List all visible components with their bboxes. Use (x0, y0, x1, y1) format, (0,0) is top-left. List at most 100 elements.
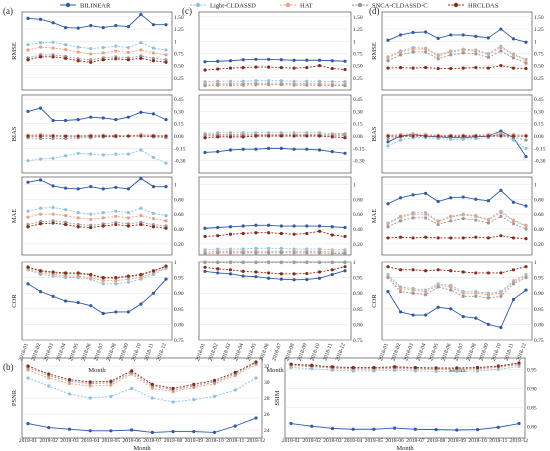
data-point (76, 26, 80, 30)
plot-frame (284, 357, 526, 439)
data-point (64, 118, 68, 123)
data-point (241, 135, 245, 139)
data-point (241, 224, 245, 228)
series-light-cldassd (386, 272, 528, 295)
x-axis-label: Month (396, 445, 414, 451)
data-point (51, 205, 55, 210)
legend-entry-hat: HAT (280, 3, 313, 10)
data-point (101, 45, 105, 50)
series-line (387, 277, 527, 299)
data-point (76, 222, 80, 227)
data-point (343, 234, 347, 239)
data-point (455, 366, 459, 370)
y-tick-label: 1.25 (353, 27, 363, 33)
data-point (398, 290, 403, 294)
data-point (38, 219, 43, 224)
x-tick-label: 2018-07 (143, 438, 162, 444)
data-point (254, 260, 258, 264)
data-point (330, 135, 334, 139)
series-hat (386, 211, 528, 228)
data-point (279, 65, 283, 70)
data-point (51, 156, 55, 160)
series-line (27, 267, 167, 282)
data-point (101, 58, 105, 62)
data-point (241, 65, 245, 70)
data-point (517, 361, 521, 365)
data-point (76, 50, 80, 54)
y-tick-label: 0.75 (174, 51, 184, 57)
panel-letter-b: (b) (3, 362, 14, 372)
series-line (387, 210, 527, 226)
data-point (216, 59, 220, 63)
x-tick-label: 2018-07 (93, 342, 105, 362)
data-point (486, 66, 490, 70)
data-point (351, 365, 355, 370)
data-point (474, 214, 478, 218)
y-axis-label: COR (11, 294, 18, 308)
data-point (436, 236, 440, 240)
y-tick-label: 0.25 (534, 76, 544, 82)
data-point (76, 151, 80, 155)
series-bilinear (386, 129, 528, 159)
y-tick-label: 0.20 (174, 242, 184, 248)
data-point (64, 208, 68, 212)
data-point (424, 290, 428, 294)
legend-marker (65, 2, 71, 8)
x-tick-label: 2018-06 (259, 342, 271, 362)
data-point (267, 146, 271, 150)
data-point (212, 394, 217, 398)
data-point (51, 134, 55, 138)
data-point (486, 52, 490, 57)
y-tick-label: 1.50 (174, 15, 184, 21)
data-point (139, 222, 143, 227)
data-point (101, 222, 105, 226)
legend-label: SNCA-CLDASSD-C (372, 3, 428, 10)
y-axis-label: RMSE (371, 42, 378, 60)
data-point (474, 49, 478, 53)
data-point (398, 65, 403, 70)
data-point (411, 313, 415, 317)
series-light-cldassd (203, 79, 347, 84)
data-point (254, 57, 258, 61)
y-tick-label: 0.80 (534, 197, 544, 203)
series-line (204, 65, 346, 71)
data-point (330, 272, 334, 277)
y-tick-label: 1 (534, 39, 537, 45)
legend-label: BILINEAR (80, 3, 111, 10)
data-point (434, 366, 438, 370)
data-point (305, 65, 309, 70)
data-point (101, 211, 105, 215)
data-point (486, 236, 490, 240)
data-point (279, 146, 283, 150)
data-point (524, 237, 528, 241)
data-point (292, 134, 296, 138)
series-line (27, 361, 257, 389)
data-point (89, 217, 93, 221)
y-tick-label: -0.30 (174, 159, 186, 165)
data-point (151, 134, 156, 138)
plot-frame (381, 94, 533, 174)
data-point (398, 196, 403, 200)
data-point (436, 285, 440, 289)
data-point (64, 222, 68, 227)
x-tick-label: 2018-05 (365, 438, 384, 444)
data-point (164, 161, 168, 165)
data-point (151, 155, 156, 159)
series-line (387, 235, 527, 240)
data-point (267, 83, 271, 87)
y-tick-label: -0.15 (534, 146, 546, 152)
panel-d-bias-5: -0.30 -0.15 0.00 0.15 0.30 0.45 BIAS (371, 94, 546, 174)
data-point (330, 268, 334, 272)
data-point (101, 216, 105, 220)
data-point (267, 65, 271, 69)
data-point (26, 364, 30, 368)
data-point (139, 12, 143, 17)
series-hrcldas (203, 265, 347, 276)
data-point (150, 386, 154, 390)
data-point (436, 57, 440, 61)
data-point (305, 271, 309, 276)
data-point (89, 134, 93, 138)
x-tick-label: 2018-05 (246, 342, 258, 362)
